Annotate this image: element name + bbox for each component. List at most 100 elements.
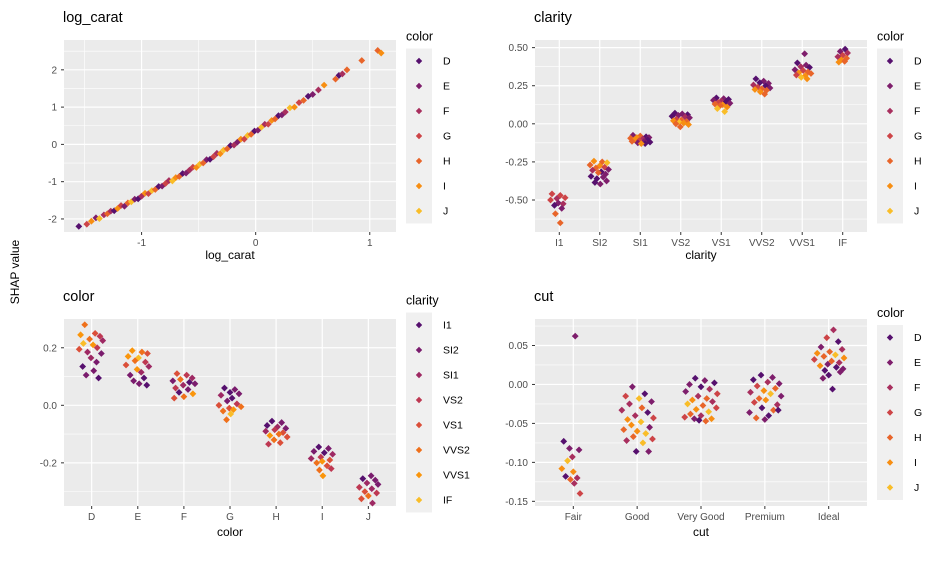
legend-swatch [415,182,423,190]
data-point [645,134,653,141]
data-point [144,350,151,357]
data-point [141,358,149,366]
data-point [644,409,652,416]
data-point [359,475,367,483]
data-point [295,99,303,107]
legend-label: VVS1 [443,470,470,482]
data-point [227,410,235,418]
x-tick-label: SI1 [633,238,648,249]
data-point [646,423,654,431]
data-point [648,398,655,405]
y-tick-label: 2 [51,65,57,76]
data-point [228,394,236,402]
data-point [358,57,366,64]
data-point [263,422,271,429]
data-point [283,433,291,441]
data-point [220,146,228,154]
data-point [75,223,83,230]
legend-swatch [415,471,423,479]
data-point [594,169,602,176]
data-point [103,210,111,218]
data-point [605,166,612,173]
data-point [170,394,178,402]
data-point [708,415,715,423]
data-point [124,199,132,207]
x-axis-title: color [217,525,243,539]
legend-swatch [886,384,894,391]
legend-swatch [886,132,894,140]
data-point [686,381,693,388]
legend-label: I [443,181,446,193]
data-point [568,453,576,461]
data-point [264,120,272,128]
data-point [309,91,317,98]
data-point [189,163,197,171]
data-point [603,159,611,167]
data-point [837,56,845,64]
data-point [684,400,691,408]
data-point [624,416,631,423]
x-tick-label: VVS2 [749,238,775,249]
data-point [682,388,690,395]
data-point [723,103,731,111]
data-point [603,177,610,185]
y-tick-label: -0.50 [505,196,528,207]
data-point [713,390,721,398]
data-point [128,347,136,355]
data-point [122,361,130,369]
legend-swatch [415,396,423,404]
panel-title: clarity [534,10,573,26]
legend-swatch [415,57,423,65]
data-point [831,351,839,359]
legend-title: color [877,306,904,320]
data-point [746,409,753,416]
legend-label: J [914,482,919,494]
legend-label: VS1 [443,420,463,432]
y-tick-label: 1 [51,103,57,114]
data-point [760,387,768,395]
data-point [576,490,584,497]
data-point [560,437,568,445]
data-point [158,182,166,190]
legend-swatch [415,346,423,354]
data-point [363,479,371,487]
data-point [237,135,245,143]
y-tick-label: 0.2 [43,343,57,354]
y-tick-label: -0.2 [40,458,58,469]
legend-swatch [415,107,423,115]
data-point [210,153,217,161]
data-point [591,179,599,186]
data-point [138,192,145,200]
legend-swatch [886,409,894,416]
data-point [240,135,248,143]
x-tick-label: Ideal [818,512,840,523]
data-point [821,367,829,374]
data-point [829,385,836,393]
legend-swatch [415,207,423,215]
x-tick-label: Fair [565,512,583,523]
data-point [172,174,180,181]
data-point [186,378,193,386]
data-point [586,161,594,169]
data-point [233,400,241,408]
data-point [633,427,641,435]
legend-label: J [914,206,919,218]
data-point [766,84,774,92]
data-point [179,381,187,389]
data-point [599,173,607,181]
legend-title: color [877,30,904,44]
data-point [761,416,769,423]
data-point [761,90,769,98]
data-point [219,407,227,415]
data-point [685,121,692,128]
data-point [709,398,716,405]
data-point [338,70,346,78]
data-point [145,363,153,370]
data-point [633,134,641,141]
data-point [637,140,645,148]
data-point [638,404,646,412]
data-point [835,359,843,367]
y-tick-label: -1 [48,177,57,188]
